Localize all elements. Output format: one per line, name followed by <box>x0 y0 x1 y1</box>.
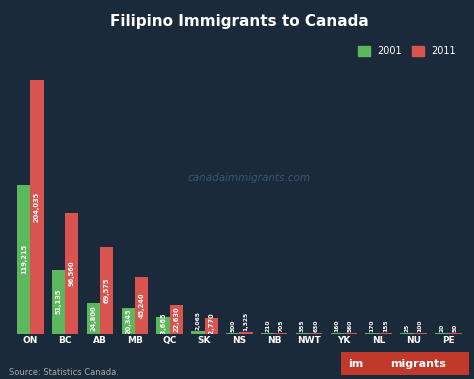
Bar <box>30 80 44 334</box>
Text: 20,345: 20,345 <box>125 308 131 334</box>
Text: canadaimmigrants.com: canadaimmigrants.com <box>187 173 310 183</box>
Text: 705: 705 <box>278 319 283 332</box>
Bar <box>52 270 65 334</box>
Text: 355: 355 <box>300 319 305 332</box>
Text: 204,035: 204,035 <box>34 192 40 222</box>
Text: 630: 630 <box>313 319 318 332</box>
Bar <box>135 277 148 334</box>
Bar <box>205 318 218 334</box>
Legend: 2001, 2011: 2001, 2011 <box>354 42 460 60</box>
Text: 560: 560 <box>348 319 353 332</box>
Text: im: im <box>347 359 363 369</box>
Bar <box>17 185 30 334</box>
Text: 96,560: 96,560 <box>69 261 75 286</box>
Text: 1,325: 1,325 <box>244 312 248 331</box>
Text: 51,135: 51,135 <box>55 289 62 315</box>
Text: 22,630: 22,630 <box>173 307 179 332</box>
Text: 119,215: 119,215 <box>21 244 27 274</box>
Text: 500: 500 <box>230 319 235 332</box>
Text: 160: 160 <box>335 320 340 332</box>
Text: 45,240: 45,240 <box>138 293 145 318</box>
Text: 12,770: 12,770 <box>208 313 214 338</box>
Text: 100: 100 <box>418 320 423 332</box>
Bar <box>100 247 113 334</box>
Bar <box>65 213 78 334</box>
Text: 25: 25 <box>404 324 410 332</box>
Text: 20: 20 <box>439 324 444 332</box>
Bar <box>170 305 183 334</box>
Text: 2,065: 2,065 <box>195 311 201 330</box>
Text: migrants: migrants <box>390 359 446 369</box>
Text: 170: 170 <box>370 320 374 332</box>
Bar <box>191 331 205 334</box>
Bar <box>344 333 357 334</box>
Text: 24,800: 24,800 <box>91 305 96 331</box>
Text: 155: 155 <box>383 320 388 332</box>
Text: Source: Statistics Canada.: Source: Statistics Canada. <box>9 368 119 377</box>
Text: 210: 210 <box>265 320 270 332</box>
Bar <box>226 333 239 334</box>
Bar <box>239 332 253 334</box>
Bar <box>122 308 135 334</box>
Text: 13,665: 13,665 <box>160 312 166 338</box>
Bar <box>296 333 309 334</box>
Text: 69,575: 69,575 <box>104 277 109 303</box>
Text: 50: 50 <box>453 324 457 332</box>
Bar <box>156 316 170 334</box>
Title: Filipino Immigrants to Canada: Filipino Immigrants to Canada <box>110 14 369 29</box>
Bar <box>309 333 322 334</box>
Bar <box>87 303 100 334</box>
Bar <box>274 333 287 334</box>
